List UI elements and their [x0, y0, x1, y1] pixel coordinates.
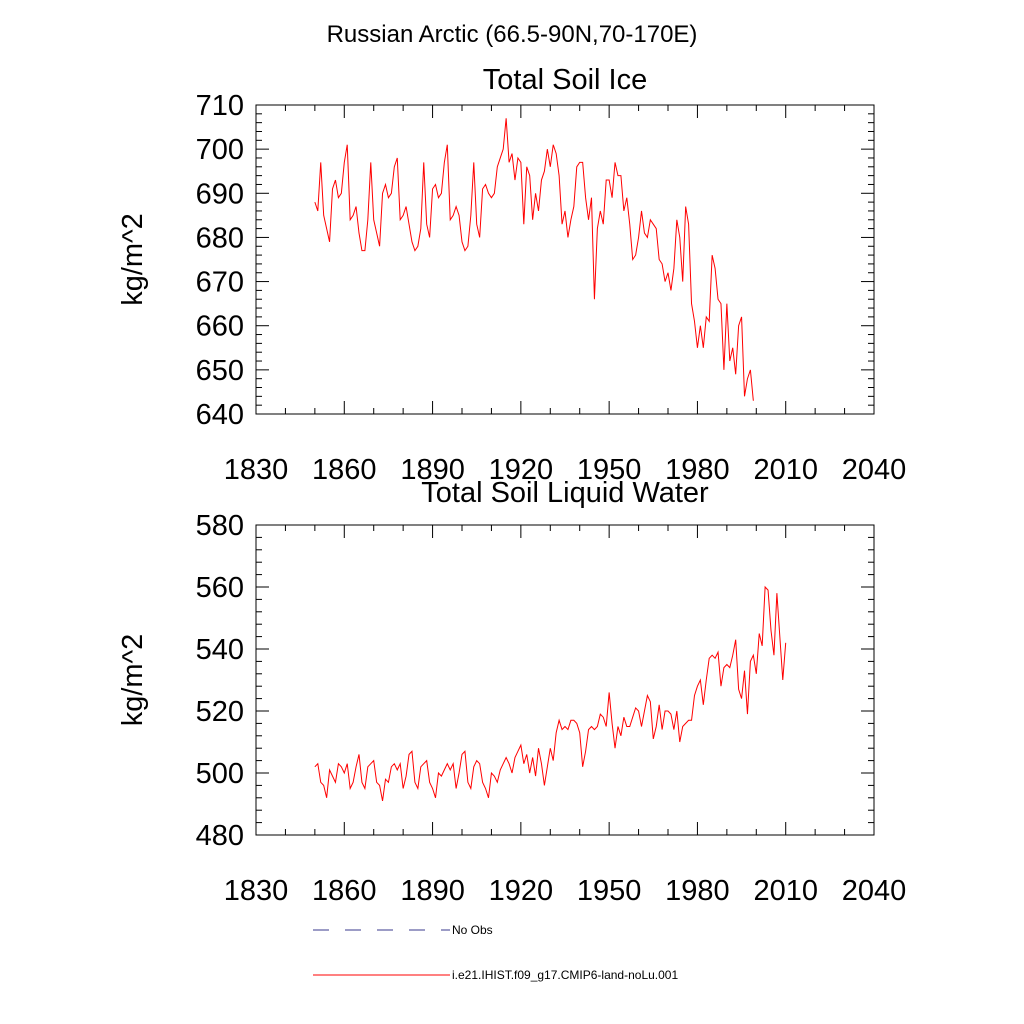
y-axis-label: kg/m^2	[117, 634, 149, 727]
x-tick-label: 1830	[224, 875, 289, 907]
y-tick-label: 580	[196, 510, 244, 542]
x-tick-label: 1920	[489, 454, 554, 486]
y-tick-label: 700	[196, 134, 244, 166]
plot-frame	[255, 524, 875, 836]
panel-total-soil-ice: Total Soil Ice 1830 1860 1890 1920 1950 1980 20…	[117, 64, 906, 486]
y-tick-label: 540	[196, 634, 244, 666]
x-tick-label: 2010	[753, 454, 818, 486]
y-tick-label: 650	[196, 355, 244, 387]
y-tick-label: 710	[196, 90, 244, 122]
figure-suptitle: Russian Arctic (66.5-90N,70-170E)	[327, 21, 698, 48]
y-tick-label: 670	[196, 267, 244, 299]
y-tick-label: 680	[196, 222, 244, 254]
x-tick-label: 1890	[400, 875, 465, 907]
x-tick-label: 1980	[665, 875, 730, 907]
series-line	[314, 585, 787, 801]
series-line	[314, 118, 754, 401]
y-tick-label: 560	[196, 572, 244, 604]
legend-obs-label: No Obs	[452, 923, 493, 937]
x-tick-label: 2040	[842, 454, 907, 486]
x-tick-label: 1860	[312, 875, 377, 907]
panel-total-soil-liquid-water: Total Soil Liquid Water 1830 1860 1890 1920 1…	[117, 477, 906, 907]
y-tick-label: 640	[196, 399, 244, 431]
x-tick-label: 1860	[312, 454, 377, 486]
x-tick-label: 1890	[400, 454, 465, 486]
x-tick-label: 1830	[224, 454, 289, 486]
x-tick-label: 2010	[753, 875, 818, 907]
y-axis-label: kg/m^2	[117, 213, 149, 306]
y-tick-label: 500	[196, 758, 244, 790]
x-tick-label: 2040	[842, 875, 907, 907]
legend: No Obs i.e21.IHIST.f09_g17.CMIP6-land-no…	[313, 923, 678, 982]
plot-frame	[255, 104, 875, 415]
x-tick-label: 1920	[489, 875, 554, 907]
y-tick-label: 690	[196, 178, 244, 210]
y-tick-label: 480	[196, 820, 244, 852]
x-tick-label: 1950	[577, 454, 642, 486]
x-tick-label: 1980	[665, 454, 730, 486]
y-tick-label: 520	[196, 696, 244, 728]
x-tick-label: 1950	[577, 875, 642, 907]
chart-title: Total Soil Ice	[483, 64, 647, 96]
legend-model-label: i.e21.IHIST.f09_g17.CMIP6-land-noLu.001	[452, 968, 678, 982]
chart-title: Total Soil Liquid Water	[421, 477, 709, 509]
y-tick-label: 660	[196, 311, 244, 343]
